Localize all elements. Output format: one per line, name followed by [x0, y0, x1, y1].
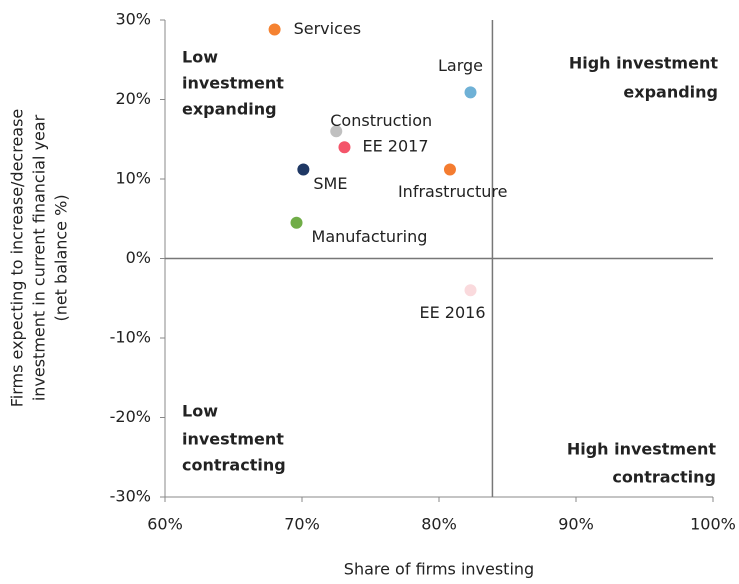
point	[297, 163, 310, 176]
point-label: Large	[438, 56, 483, 75]
y-tick-label: 20%	[115, 89, 151, 108]
quadrant-label: investment	[182, 430, 284, 449]
point	[464, 86, 477, 99]
quadrant-label: expanding	[623, 83, 718, 102]
point	[338, 141, 351, 154]
quadrant-label: Low	[182, 402, 218, 421]
point	[268, 23, 281, 36]
x-axis-label: Share of firms investing	[344, 560, 534, 579]
point-label: Infrastructure	[398, 182, 507, 201]
point-label: Construction	[330, 111, 432, 130]
x-tick-label: 90%	[558, 515, 594, 534]
point	[443, 163, 456, 176]
point	[290, 216, 303, 229]
quadrant-label: Low	[182, 48, 218, 67]
point-label: EE 2017	[362, 137, 428, 156]
y-tick-label: -30%	[110, 487, 151, 506]
point	[464, 284, 477, 297]
y-tick-label: 10%	[115, 169, 151, 188]
quadrant-label: High investment	[569, 54, 719, 73]
quadrant-label: contracting	[182, 456, 286, 475]
x-tick-label: 100%	[690, 515, 736, 534]
y-tick-label: -10%	[110, 328, 151, 347]
y-tick-label: 0%	[126, 248, 151, 267]
quadrant-label: contracting	[612, 468, 716, 487]
x-tick-label: 70%	[284, 515, 320, 534]
x-tick-label: 80%	[421, 515, 457, 534]
point-label: EE 2016	[419, 303, 485, 322]
quadrant-label: investment	[182, 74, 284, 93]
y-axis-label: investment in current financial year	[30, 114, 49, 401]
quadrant-label: High investment	[567, 440, 717, 459]
point-label: SME	[313, 174, 347, 193]
point-label: Manufacturing	[312, 227, 428, 246]
y-axis-label: (net balance %)	[52, 194, 71, 321]
point	[330, 125, 343, 138]
y-axis-label: Firms expecting to increase/decrease	[8, 109, 27, 408]
x-tick-label: 60%	[147, 515, 183, 534]
y-tick-label: 30%	[115, 10, 151, 29]
y-tick-label: -20%	[110, 407, 151, 426]
quadrant-label: expanding	[182, 100, 277, 119]
point-label: Services	[294, 19, 361, 38]
